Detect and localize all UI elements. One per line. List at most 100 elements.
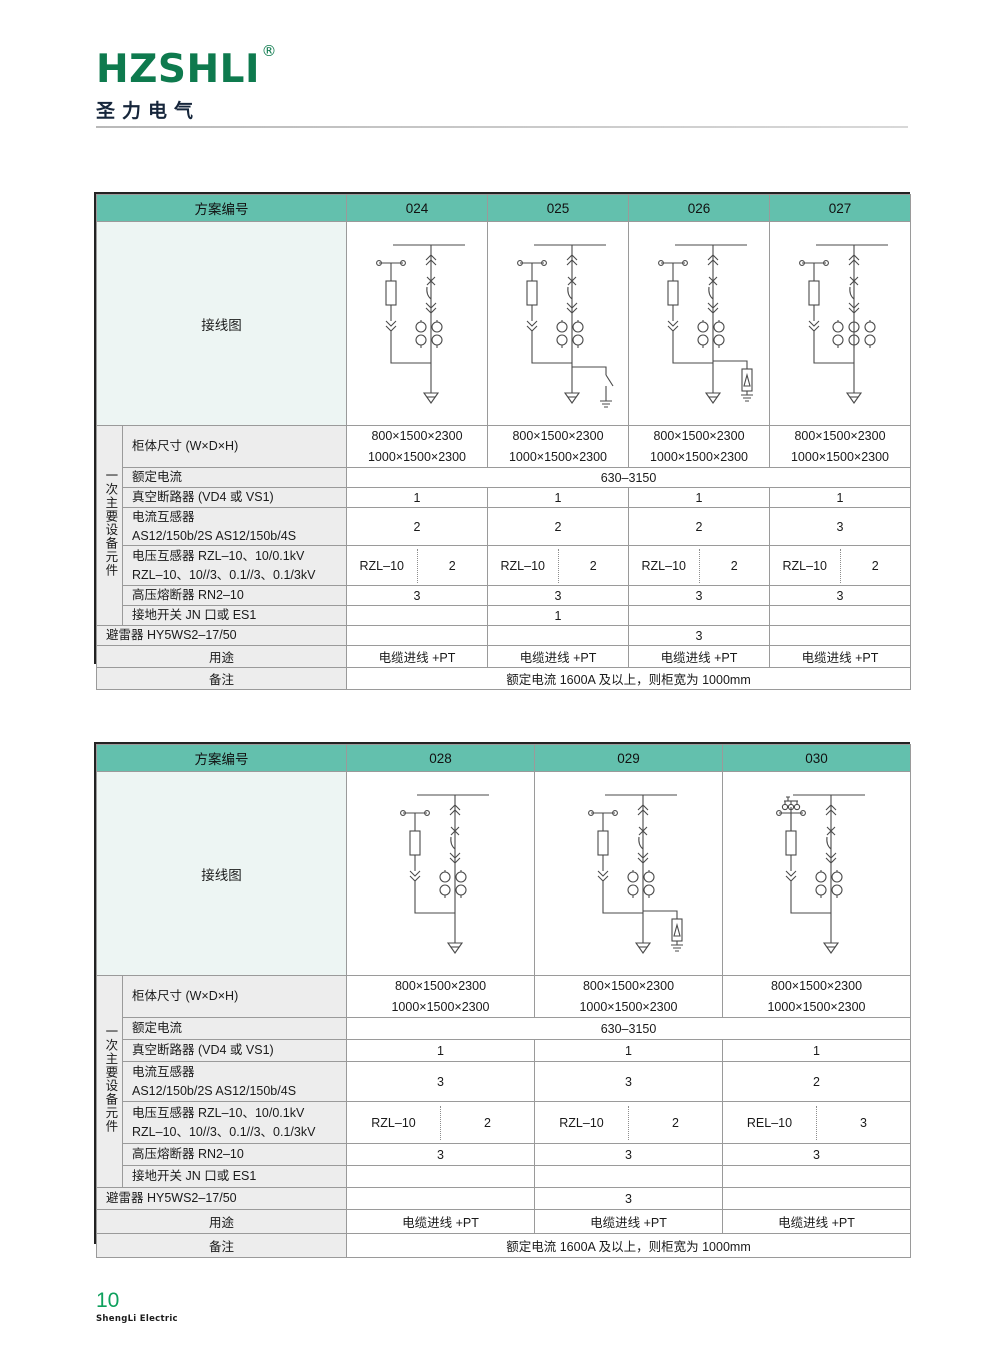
cabinet-size-w800: 800×1500×2300 xyxy=(653,429,745,444)
cell-rated-current: 630–3150 xyxy=(346,1017,911,1040)
cabinet-size-w1000: 1000×1500×2300 xyxy=(767,999,866,1014)
pt-qty: 2 xyxy=(730,558,738,573)
pt-qty: 3 xyxy=(860,1115,867,1130)
cell-ct-025: 2 xyxy=(487,507,629,546)
cell-cabinet-size-025: 800×1500×2300 1000×1500×2300 xyxy=(487,425,629,468)
header-scheme-028: 028 xyxy=(346,744,535,772)
cell-vcb-029: 1 xyxy=(534,1039,723,1062)
header-scheme-027: 027 xyxy=(769,194,911,222)
cell-fuse-024: 3 xyxy=(346,585,488,606)
row-earth-switch: 接地开关 JN 口或 ES1 xyxy=(97,1165,911,1188)
cell-usage-029: 电缆进线 +PT xyxy=(534,1209,723,1234)
row-arrester: 避雷器 HY5WS2–17/50 3 xyxy=(96,1187,911,1210)
row-label-rated-current: 额定电流 xyxy=(122,467,347,488)
cell-arrester-026: 3 xyxy=(628,625,770,646)
cell-fuse-030: 3 xyxy=(722,1143,911,1166)
scheme-table: 方案编号 024 025 026 027 接线图 一次主要设备元件 柜体尺寸 (… xyxy=(96,194,911,690)
pt-model: RZL–10 xyxy=(782,558,827,573)
row-label-vcb: 真空断路器 (VD4 或 VS1) xyxy=(122,487,347,508)
pt-qty: 2 xyxy=(871,558,879,573)
wiring-diagram-029 xyxy=(587,793,683,954)
cell-pt-029: RZL–10 2 xyxy=(534,1101,723,1144)
cell-pt-025: RZL–10 2 xyxy=(487,545,629,586)
pt-qty: 2 xyxy=(484,1115,491,1130)
cabinet-size-w800: 800×1500×2300 xyxy=(371,429,463,444)
row-remark: 备注 额定电流 1600A 及以上，则柜宽为 1000mm xyxy=(96,1233,911,1258)
cell-usage-027: 电缆进线 +PT xyxy=(769,645,911,668)
pt-divider xyxy=(698,548,700,583)
ct-label-line2: AS12/150b/2S AS12/150b/4S xyxy=(132,528,297,543)
pt-divider xyxy=(440,1105,441,1140)
cell-vcb-025: 1 xyxy=(487,487,629,508)
cabinet-size-w1000: 1000×1500×2300 xyxy=(508,449,608,464)
cabinet-size-w1000: 1000×1500×2300 xyxy=(790,449,890,464)
cell-cabinet-size-026: 800×1500×2300 1000×1500×2300 xyxy=(628,425,770,468)
row-label-hv-fuse: 高压熔断器 RN2–10 xyxy=(122,585,347,606)
row-cabinet-size: 一次主要设备元件 柜体尺寸 (W×D×H) 800×1500×2300 1000×… xyxy=(96,975,911,1188)
cabinet-size-w800: 800×1500×2300 xyxy=(582,979,675,994)
header-scheme-029: 029 xyxy=(534,744,723,772)
row-label-earth-switch: 接地开关 JN 口或 ES1 xyxy=(122,605,347,626)
row-label-arrester: 避雷器 HY5WS2–17/50 xyxy=(96,625,347,646)
group-label-text: 一次主要设备元件 xyxy=(103,1024,118,1133)
cabinet-size-w800: 800×1500×2300 xyxy=(770,979,863,994)
cell-cabinet-size-024: 800×1500×2300 1000×1500×2300 xyxy=(346,425,488,468)
pt-label-line1: 电压互感器 RZL–10、10/0.1kV xyxy=(132,549,305,564)
cell-fuse-026: 3 xyxy=(628,585,770,606)
cell-fuse-027: 3 xyxy=(769,585,911,606)
scheme-table-024-027: 方案编号 024 025 026 027 接线图 一次主要设备元件 柜体尺寸 (… xyxy=(94,192,911,690)
row-label-usage: 用途 xyxy=(96,645,347,668)
cabinet-size-w1000: 1000×1500×2300 xyxy=(367,449,467,464)
pt-divider xyxy=(839,548,841,583)
cell-earth-switch-028 xyxy=(346,1165,535,1188)
row-arrester: 避雷器 HY5WS2–17/50 3 xyxy=(96,625,911,646)
cell-pt-026: RZL–10 2 xyxy=(628,545,770,586)
diagram-cell-030 xyxy=(722,771,911,976)
cell-vcb-026: 1 xyxy=(628,487,770,508)
cabinet-size-w1000: 1000×1500×2300 xyxy=(391,999,490,1014)
row-label-current-transformer: 电流互感器 AS12/150b/2S AS12/150b/4S xyxy=(122,507,347,546)
pt-divider xyxy=(416,548,418,583)
row-voltage-transformer: 电压互感器 RZL–10、10/0.1kV RZL–10、10//3、0.1//3… xyxy=(97,1101,911,1144)
row-label-voltage-transformer: 电压互感器 RZL–10、10/0.1kV RZL–10、10//3、0.1//3… xyxy=(122,1101,347,1144)
row-label-rated-current: 额定电流 xyxy=(122,1017,347,1040)
cell-pt-028: RZL–10 2 xyxy=(346,1101,535,1144)
diagram-cell-024 xyxy=(346,221,488,426)
ct-label-line1: 电流互感器 xyxy=(132,510,195,525)
cell-ct-028: 3 xyxy=(346,1061,535,1102)
cell-cabinet-size-028: 800×1500×2300 1000×1500×2300 xyxy=(346,975,535,1018)
cell-remark: 额定电流 1600A 及以上，则柜宽为 1000mm xyxy=(346,1233,911,1258)
header-scheme-no: 方案编号 xyxy=(96,194,347,222)
table-header-row: 方案编号 024 025 026 027 xyxy=(96,194,911,222)
wiring-diagram-024 xyxy=(376,243,465,404)
cell-arrester-024 xyxy=(346,625,488,646)
row-label-remark: 备注 xyxy=(96,1233,347,1258)
cell-earth-switch-026 xyxy=(628,605,770,626)
pt-label-line1: 电压互感器 RZL–10、10/0.1kV xyxy=(132,1106,305,1121)
header-scheme-no: 方案编号 xyxy=(96,744,347,772)
cell-usage-025: 电缆进线 +PT xyxy=(487,645,629,668)
cell-arrester-028 xyxy=(346,1187,535,1210)
logo-chinese-name: 圣力电气 xyxy=(96,100,201,122)
row-rated-current: 额定电流 630–3150 xyxy=(97,1017,911,1040)
pt-qty: 2 xyxy=(448,558,456,573)
row-label-hv-fuse: 高压熔断器 RN2–10 xyxy=(122,1143,347,1166)
cell-pt-030: REL–10 3 xyxy=(722,1101,911,1144)
pt-divider xyxy=(628,1105,629,1140)
cell-usage-024: 电缆进线 +PT xyxy=(346,645,488,668)
group-label-text: 一次主要设备元件 xyxy=(103,468,118,577)
page-number: 10 xyxy=(96,1289,120,1312)
cell-rated-current: 630–3150 xyxy=(346,467,911,488)
diagram-cell-028 xyxy=(346,771,535,976)
cell-earth-switch-025: 1 xyxy=(487,605,629,626)
row-label-remark: 备注 xyxy=(96,667,347,690)
diagram-cell-025 xyxy=(487,221,629,426)
row-label-arrester: 避雷器 HY5WS2–17/50 xyxy=(96,1187,347,1210)
row-label-wiring-diagram: 接线图 xyxy=(96,221,347,426)
cell-ct-029: 3 xyxy=(534,1061,723,1102)
cell-earth-switch-029 xyxy=(534,1165,723,1188)
pt-model: RZL–10 xyxy=(500,558,545,573)
cell-remark: 额定电流 1600A 及以上，则柜宽为 1000mm xyxy=(346,667,911,690)
cell-pt-024: RZL–10 2 xyxy=(346,545,488,586)
cell-usage-030: 电缆进线 +PT xyxy=(722,1209,911,1234)
